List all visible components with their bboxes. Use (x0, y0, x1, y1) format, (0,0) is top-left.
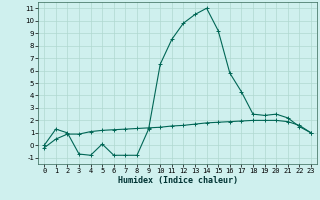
X-axis label: Humidex (Indice chaleur): Humidex (Indice chaleur) (118, 176, 238, 185)
